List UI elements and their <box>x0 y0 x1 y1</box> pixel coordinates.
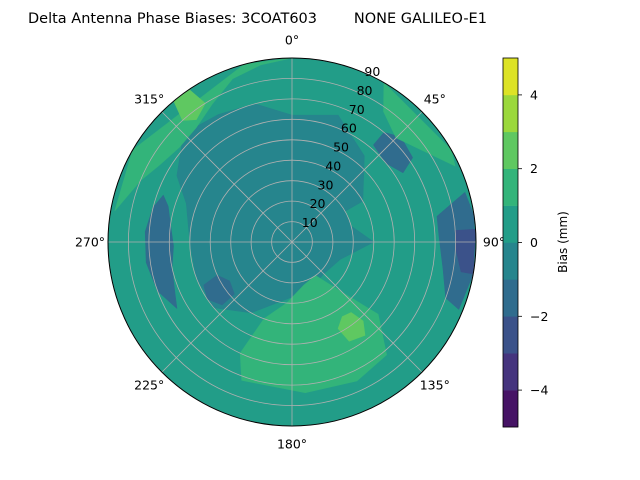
colorbar-level-band <box>503 279 518 317</box>
colorbar: −4 −2 0 2 4 Bias (mm) <box>502 57 570 428</box>
colorbar-level-band <box>503 353 518 391</box>
radial-tick-label: 70 <box>349 102 365 117</box>
angular-gridline <box>291 111 423 243</box>
polar-grid <box>108 58 476 426</box>
colorbar-level-band <box>503 242 518 280</box>
colorbar-level-band <box>503 168 518 206</box>
radial-tick-label: 80 <box>357 83 373 98</box>
angular-gridline <box>291 241 423 373</box>
contour-region-7 <box>114 58 293 212</box>
angle-tick-label: 0° <box>285 33 299 48</box>
colorbar-label: Bias (mm) <box>556 211 570 273</box>
colorbar-level-band <box>503 94 518 133</box>
angle-tick-label: 315° <box>134 92 164 107</box>
radial-tick-label: 30 <box>318 177 334 192</box>
contour-region-1 <box>176 103 375 314</box>
angle-tick-label: 135° <box>420 377 450 392</box>
colorbar-level-band <box>503 131 518 169</box>
colorbar-tick-label: −2 <box>530 309 548 324</box>
polar-plot-area: 10 20 30 40 50 60 70 80 90 0° 45° 90° 135° 180° 225° 2… <box>75 33 505 452</box>
colorbar-tick-label: 4 <box>530 87 538 102</box>
radial-tick-label: 60 <box>341 121 357 136</box>
radial-tick-label: 50 <box>333 140 349 155</box>
angle-tick-label: 270° <box>75 235 105 250</box>
colorbar-tick-label: 0 <box>530 235 538 250</box>
radial-tick-labels: 10 20 30 40 50 60 70 80 90 <box>302 64 381 230</box>
angle-tick-label: 90° <box>483 235 505 250</box>
radial-tick-label: 10 <box>302 215 318 230</box>
contour-region-3 <box>203 274 235 306</box>
colorbar-level-band <box>503 390 518 428</box>
colorbar-level-band <box>503 205 518 243</box>
colorbar-level-band <box>503 316 518 354</box>
angular-gridline <box>161 241 293 373</box>
angle-tick-label: 225° <box>134 377 164 392</box>
angle-tick-labels: 0° 45° 90° 135° 180° 225° 270° 315° <box>75 33 505 452</box>
radial-tick-label: 40 <box>325 158 341 173</box>
angular-gridline <box>161 111 293 243</box>
radial-tick-label: 20 <box>310 196 326 211</box>
angle-tick-label: 180° <box>277 437 307 452</box>
colorbar-tick-label: −4 <box>530 383 548 398</box>
colorbar-level-band <box>503 58 518 96</box>
colorbar-tick-label: 2 <box>530 161 538 176</box>
chart-title: Delta Antenna Phase Biases: 3COAT603 NON… <box>28 11 487 27</box>
angle-tick-label: 45° <box>424 92 446 107</box>
radial-tick-label: 90 <box>364 64 380 79</box>
polar-outline <box>107 57 477 427</box>
